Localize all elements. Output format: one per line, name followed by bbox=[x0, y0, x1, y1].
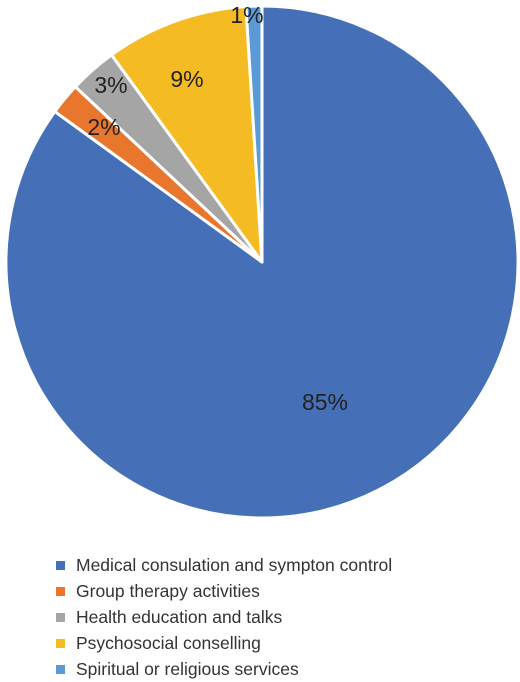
legend-label: Health education and talks bbox=[76, 606, 283, 627]
data-label-2: 2% bbox=[87, 114, 120, 140]
legend: Medical consulation and sympton control G… bbox=[56, 552, 392, 682]
data-label-4: 9% bbox=[170, 66, 203, 92]
pie-chart: 85% 2% 3% 9% 1% bbox=[4, 2, 520, 520]
legend-item: Psychosocial conselling bbox=[56, 630, 392, 656]
legend-swatch bbox=[56, 664, 65, 674]
data-label-1: 85% bbox=[302, 389, 348, 415]
legend-label: Psychosocial conselling bbox=[76, 632, 261, 653]
legend-item: Health education and talks bbox=[56, 604, 392, 630]
legend-swatch bbox=[56, 586, 65, 596]
legend-swatch bbox=[56, 612, 65, 622]
pie-slice-4 bbox=[110, 5, 264, 264]
data-label-3: 3% bbox=[94, 72, 127, 98]
legend-item: Medical consulation and sympton control bbox=[56, 552, 392, 578]
pie-slice-5 bbox=[244, 4, 264, 264]
legend-label: Medical consulation and sympton control bbox=[76, 554, 393, 575]
data-label-5: 1% bbox=[230, 2, 263, 28]
legend-swatch bbox=[56, 638, 65, 648]
legend-label: Group therapy activities bbox=[76, 580, 260, 601]
pie-svg: 85% 2% 3% 9% 1% bbox=[4, 2, 520, 520]
pie-slice-1 bbox=[4, 4, 520, 520]
legend-swatch bbox=[56, 560, 65, 570]
legend-item: Spiritual or religious services bbox=[56, 656, 392, 682]
legend-label: Spiritual or religious services bbox=[76, 658, 299, 679]
legend-item: Group therapy activities bbox=[56, 578, 392, 604]
